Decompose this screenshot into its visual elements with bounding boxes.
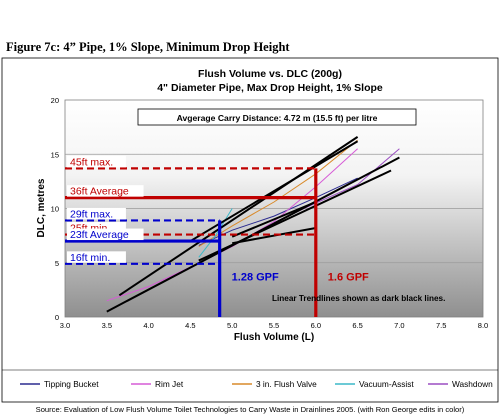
legend: Tipping Bucket Rim Jet 3 in. Flush Valve Va… [20,379,493,389]
reference-label: 36ft Average [70,186,129,198]
reference-label: 23ft Average [70,229,129,241]
x-tick-label: 6.5 [352,321,362,330]
reference-label-bg [67,185,144,197]
figure-heading: Figure 7c: 4” Pipe, 1% Slope, Minimum Dr… [6,40,290,54]
legend-label: Washdown [452,379,493,389]
x-tick-label: 3.5 [102,321,112,330]
gpf-label: 1.28 GPF [232,272,279,284]
reference-label: 45ft max. [70,156,113,168]
chart-title: Flush Volume vs. DLC (200g) [198,68,342,80]
reference-label-bg [67,251,126,263]
series-line [198,208,233,258]
source-note: Source: Evaluation of Low Flush Volume T… [35,405,465,414]
reference-label-bg [67,155,126,168]
x-tick-label: 6.0 [311,321,321,330]
gpf-label: 1.6 GPF [328,272,369,284]
x-tick-labels: 3.0 3.5 4.0 4.5 5.0 5.5 6.0 6.5 7.0 7.5 8.0 [60,321,488,330]
x-tick-label: 5.0 [227,321,237,330]
trendline-note: Linear Trendlines shown as dark black li… [272,294,445,303]
y-tick-label: 5 [55,259,59,268]
legend-label: Vacuum-Assist [359,379,414,389]
x-tick-label: 7.5 [436,321,446,330]
y-tick-label: 0 [55,313,59,322]
x-tick-label: 7.0 [394,321,404,330]
reference-label-bg [67,207,126,220]
chart-subtitle: 4" Diameter Pipe, Max Drop Height, 1% Sl… [157,82,383,94]
trendline [118,136,359,297]
x-tick-label: 5.5 [269,321,279,330]
reference-label-bg [67,228,144,241]
x-tick-label: 4.0 [143,321,153,330]
y-tick-label: 15 [51,150,59,159]
trendline [198,169,392,262]
x-axis-label: Flush Volume (L) [234,332,314,343]
y-tick-label: 20 [51,96,59,105]
x-tick-label: 3.0 [60,321,70,330]
y-axis-label: DLC, metres [36,178,47,237]
x-tick-label: 8.0 [478,321,488,330]
reference-label-bg [67,222,126,234]
reference-label: 29ft max. [70,208,113,220]
legend-label: Rim Jet [155,379,184,389]
trendline [231,201,317,238]
annotation-box [137,108,417,126]
legend-label: 3 in. Flush Valve [256,379,317,389]
reference-label: 16ft min. [70,252,110,264]
annotation-text: Avgerage Carry Distance: 4.72 m (15.5 ft… [177,113,378,123]
y-tick-label: 10 [51,205,59,214]
x-tick-label: 4.5 [185,321,195,330]
y-tick-labels: 0 5 10 15 20 [51,96,59,322]
legend-label: Tipping Bucket [44,379,99,389]
